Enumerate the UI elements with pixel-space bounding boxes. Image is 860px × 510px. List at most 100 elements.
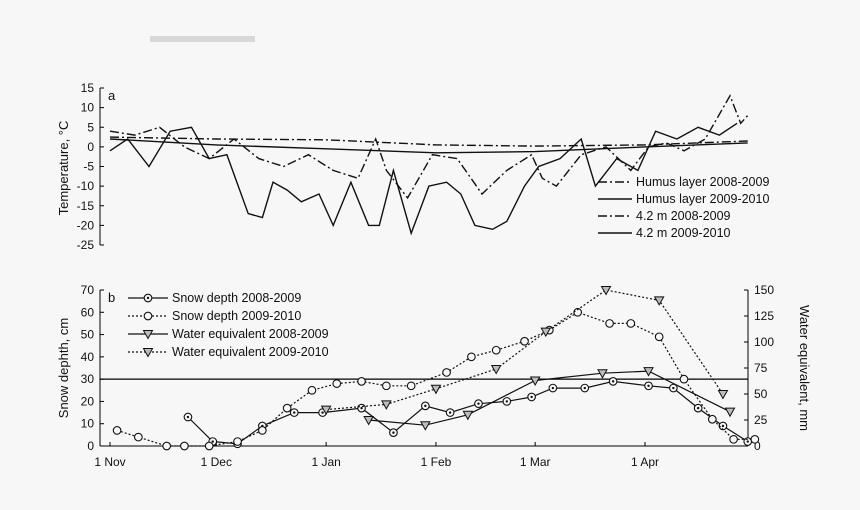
point-snow-depth-2009-2010: [626, 319, 636, 328]
series-water-equivalent-2009-2010: [326, 289, 724, 411]
panel-a-y-tick-label: 0: [87, 140, 94, 154]
point-water-equivalent-2009-2010: [600, 286, 612, 296]
legend-label-humus-layer-2009-2010: Humus layer 2009-2010: [636, 192, 769, 206]
panel-a-y-axis-title: Temperature, °C: [56, 121, 71, 216]
panel-a-y-tick-label: 10: [81, 101, 95, 115]
point-snow-depth-2009-2010: [605, 319, 614, 328]
point-snow-depth-2008-2009-dot: [321, 411, 324, 414]
point-snow-depth-2009-2010: [406, 381, 416, 391]
series-humus-layer-2009-2010: [109, 122, 738, 236]
panel-b-label: b: [108, 290, 115, 305]
point-water-equivalent-2009-2010: [381, 400, 392, 410]
point-snow-depth-2008-2009-dot: [505, 400, 509, 403]
point-water-equivalent-2009-2010: [653, 296, 665, 306]
point-snow-depth-2009-2010: [382, 381, 391, 391]
point-snow-depth-2009-2010: [442, 368, 451, 377]
point-snow-depth-2009-2010: [233, 437, 242, 446]
point-water-equivalent-2008-2009: [724, 407, 736, 418]
panel-b-y2-tick-label: 100: [754, 335, 774, 349]
panel-b-y-tick-label: 0: [87, 439, 94, 453]
point-water-equivalent-2008-2009: [363, 416, 374, 426]
x-tick-label: 1 Dec: [201, 455, 232, 469]
point-snow-depth-2009-2010: [112, 426, 122, 435]
series-4-2-m-2008-2009: [109, 136, 748, 147]
panel-b-y2-tick-label: 150: [754, 283, 774, 297]
point-snow-depth-2009-2010: [520, 336, 529, 346]
point-snow-depth-2008-2009-dot: [583, 386, 586, 390]
point-snow-depth-2008-2009-dot: [647, 384, 650, 388]
legend-label-water-equivalent-2009-2010: Water equivalent 2009-2010: [172, 345, 329, 359]
point-snow-depth-2009-2010: [332, 379, 342, 388]
x-tick-label: 1 Feb: [421, 455, 452, 469]
point-water-equivalent-2009-2010: [320, 405, 332, 416]
panel-a-label: a: [108, 88, 116, 103]
panel-b-y-tick-label: 30: [81, 372, 95, 386]
point-snow-depth-2009-2010: [491, 345, 501, 355]
panel-b-y-tick-label: 20: [81, 394, 95, 408]
point-snow-depth-2009-2010: [357, 377, 366, 386]
point-snow-depth-2008-2009-dot: [448, 411, 452, 414]
panel-a-series: [109, 94, 749, 236]
panel-a-y-tick-label: -20: [77, 218, 95, 232]
point-snow-depth-2009-2010: [258, 426, 267, 435]
legend-label-4-2-m-2008-2009: 4.2 m 2008-2009: [636, 209, 731, 223]
legend-marker-water-equivalent-2009-2010: [142, 348, 154, 358]
point-snow-depth-2008-2009-dot: [186, 415, 190, 419]
point-snow-depth-2008-2009-dot: [293, 411, 296, 414]
x-tick-label: 1 Mar: [520, 455, 551, 469]
series-4-2-m-2009-2010: [109, 138, 748, 154]
point-snow-depth-2008-2009-dot: [746, 440, 749, 443]
panel-a-y-ticks: 15 10 5 0 -5 -10 -15 -20 -25: [77, 81, 104, 252]
point-water-equivalent-2009-2010: [490, 365, 502, 375]
point-snow-depth-2009-2010: [282, 403, 292, 413]
header-remnant: [150, 36, 255, 42]
point-snow-depth-2008-2009-dot: [721, 424, 725, 428]
point-snow-depth-2008-2009-dot: [360, 406, 363, 410]
point-snow-depth-2009-2010: [729, 434, 738, 444]
point-snow-depth-2008-2009-dot: [424, 404, 427, 408]
point-snow-depth-2008-2009-dot: [696, 406, 700, 410]
x-tick-label: 1 Nov: [94, 455, 125, 469]
legend-label-humus-layer-2008-2009: Humus layer 2008-2009: [636, 175, 769, 189]
panel-b-y-tick-label: 60: [81, 305, 95, 319]
point-snow-depth-2009-2010: [654, 332, 664, 342]
panel-b-x-ticks: 1 Nov 1 Dec 1 Jan 1 Feb 1 Mar 1 Apr: [94, 442, 659, 469]
panel-b-y2-axis-title: Water equivalent, mm: [797, 305, 812, 431]
point-snow-depth-2009-2010: [162, 441, 172, 451]
point-water-equivalent-2009-2010: [430, 384, 442, 395]
panel-b-y2-tick-label: 0: [754, 439, 761, 453]
panel-a-y-tick-label: 5: [87, 120, 94, 134]
point-snow-depth-2008-2009-dot: [530, 395, 533, 399]
panel-a-y-tick-label: -5: [83, 160, 94, 174]
panel-b-y-tick-label: 50: [81, 328, 95, 342]
point-water-equivalent-2008-2009: [643, 367, 654, 377]
legend-label-snow-depth-2008-2009: Snow depth 2008-2009: [172, 291, 301, 305]
point-snow-depth-2009-2010: [204, 441, 214, 451]
series-snow-depth-2009-2010: [116, 311, 755, 447]
panel-b-y-tick-label: 10: [81, 417, 95, 431]
panel-b-y-tick-label: 70: [81, 283, 95, 297]
legend-label-4-2-m-2009-2010: 4.2 m 2009-2010: [636, 226, 731, 240]
panel-b-series: [112, 286, 760, 451]
point-water-equivalent-2008-2009: [529, 376, 541, 386]
panel-b-y-tick-label: 40: [81, 350, 95, 364]
panel-a-y-tick-label: -10: [77, 179, 95, 193]
panel-a-y-tick-label: 15: [81, 81, 95, 95]
panel-b-y2-ticks: 150 125 100 75 50 25 0: [744, 283, 774, 453]
panel-b-y2-tick-label: 25: [754, 413, 768, 427]
point-snow-depth-2009-2010: [180, 441, 189, 451]
legend-marker-snow-depth-2008-2009-dot: [146, 296, 150, 300]
panel-b-y-ticks: 70 60 50 40 30 20 10 0: [81, 283, 104, 453]
panel-a-legend: Humus layer 2008-2009 Humus layer 2009-20…: [598, 175, 769, 240]
legend-marker-water-equivalent-2008-2009: [142, 330, 154, 340]
point-water-equivalent-2009-2010: [717, 390, 729, 400]
panel-b-y-axis-title: Snow dephth, cm: [56, 318, 71, 418]
panel-a-y-tick-label: -15: [77, 199, 95, 213]
point-water-equivalent-2009-2010: [540, 327, 552, 338]
point-snow-depth-2009-2010: [133, 432, 143, 442]
x-tick-label: 1 Apr: [631, 455, 659, 469]
point-snow-depth-2009-2010: [467, 352, 476, 362]
point-water-equivalent-2008-2009: [419, 421, 431, 431]
